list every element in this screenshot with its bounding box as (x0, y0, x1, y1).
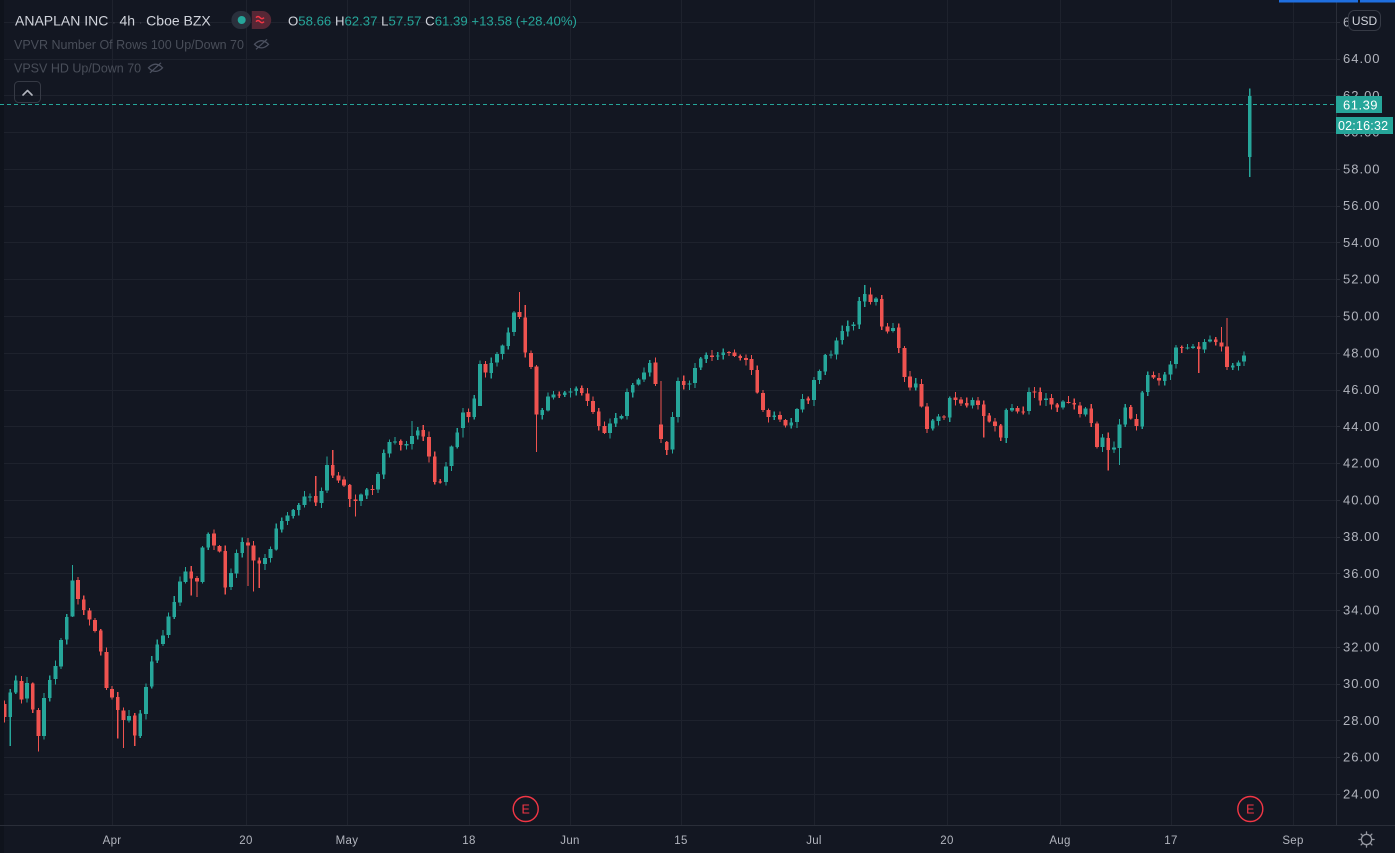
svg-text:E: E (522, 803, 530, 817)
svg-text:Jul: Jul (806, 835, 822, 847)
svg-text:58.00: 58.00 (1343, 162, 1381, 177)
svg-text:44.00: 44.00 (1343, 419, 1381, 434)
svg-text:34.00: 34.00 (1343, 603, 1381, 618)
svg-text:Apr: Apr (103, 835, 122, 847)
svg-text:15: 15 (674, 835, 687, 847)
svg-text:18: 18 (462, 835, 475, 847)
svg-text:Jun: Jun (560, 835, 579, 847)
svg-text:26.00: 26.00 (1343, 750, 1381, 765)
svg-text:46.00: 46.00 (1343, 382, 1381, 397)
svg-text:52.00: 52.00 (1343, 272, 1381, 287)
svg-text:61.39: 61.39 (1343, 98, 1378, 113)
svg-text:17: 17 (1164, 835, 1177, 847)
svg-text:28.00: 28.00 (1343, 713, 1381, 728)
svg-text:20: 20 (239, 835, 252, 847)
svg-text:Aug: Aug (1049, 835, 1070, 847)
svg-text:VPSV HD Up/Down 70: VPSV HD Up/Down 70 (14, 62, 141, 76)
svg-text:USD: USD (1352, 14, 1378, 28)
svg-text:38.00: 38.00 (1343, 529, 1381, 544)
svg-text:36.00: 36.00 (1343, 566, 1381, 581)
svg-text:64.00: 64.00 (1343, 51, 1381, 66)
svg-text:54.00: 54.00 (1343, 235, 1381, 250)
svg-text:32.00: 32.00 (1343, 639, 1381, 654)
svg-text:02:16:32: 02:16:32 (1338, 119, 1388, 133)
svg-text:48.00: 48.00 (1343, 345, 1381, 360)
svg-text:O58.66 H62.37 L57.57 C61.39 +1: O58.66 H62.37 L57.57 C61.39 +13.58 (+28.… (288, 14, 577, 29)
svg-text:VPVR Number Of Rows 100 Up/Dow: VPVR Number Of Rows 100 Up/Down 70 (14, 38, 244, 52)
svg-text:30.00: 30.00 (1343, 676, 1381, 691)
svg-text:ANAPLAN INC · 4h · Cboe BZX: ANAPLAN INC · 4h · Cboe BZX (15, 13, 211, 29)
svg-text:24.00: 24.00 (1343, 786, 1381, 801)
svg-text:E: E (1246, 803, 1254, 817)
svg-text:42.00: 42.00 (1343, 456, 1381, 471)
svg-text:20: 20 (940, 835, 953, 847)
svg-text:50.00: 50.00 (1343, 309, 1381, 324)
svg-text:May: May (336, 835, 359, 847)
svg-text:56.00: 56.00 (1343, 198, 1381, 213)
svg-text:Sep: Sep (1282, 835, 1303, 847)
svg-text:40.00: 40.00 (1343, 492, 1381, 507)
